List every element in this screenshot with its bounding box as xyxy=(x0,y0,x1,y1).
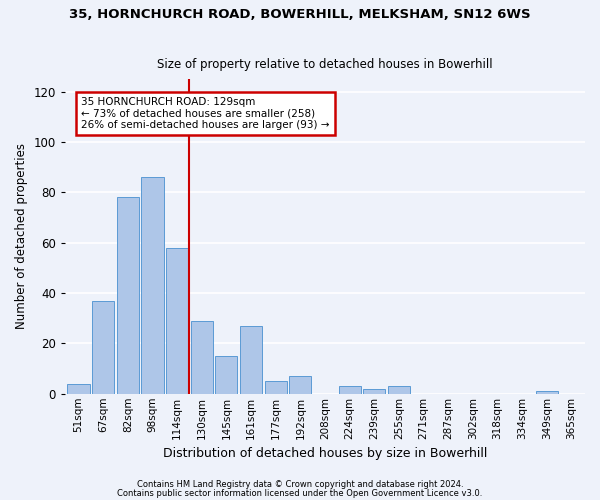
Text: 35 HORNCHURCH ROAD: 129sqm
← 73% of detached houses are smaller (258)
26% of sem: 35 HORNCHURCH ROAD: 129sqm ← 73% of deta… xyxy=(81,96,329,130)
Bar xyxy=(265,381,287,394)
Bar xyxy=(363,388,385,394)
Bar xyxy=(215,356,238,394)
Bar xyxy=(166,248,188,394)
Text: 35, HORNCHURCH ROAD, BOWERHILL, MELKSHAM, SN12 6WS: 35, HORNCHURCH ROAD, BOWERHILL, MELKSHAM… xyxy=(69,8,531,20)
Bar xyxy=(117,198,139,394)
Bar xyxy=(92,300,114,394)
Bar xyxy=(338,386,361,394)
Text: Contains public sector information licensed under the Open Government Licence v3: Contains public sector information licen… xyxy=(118,488,482,498)
Bar xyxy=(536,391,558,394)
Bar xyxy=(388,386,410,394)
Title: Size of property relative to detached houses in Bowerhill: Size of property relative to detached ho… xyxy=(157,58,493,71)
Bar xyxy=(191,321,213,394)
X-axis label: Distribution of detached houses by size in Bowerhill: Distribution of detached houses by size … xyxy=(163,447,487,460)
Text: Contains HM Land Registry data © Crown copyright and database right 2024.: Contains HM Land Registry data © Crown c… xyxy=(137,480,463,489)
Y-axis label: Number of detached properties: Number of detached properties xyxy=(15,144,28,330)
Bar xyxy=(240,326,262,394)
Bar xyxy=(67,384,89,394)
Bar xyxy=(289,376,311,394)
Bar xyxy=(142,178,164,394)
